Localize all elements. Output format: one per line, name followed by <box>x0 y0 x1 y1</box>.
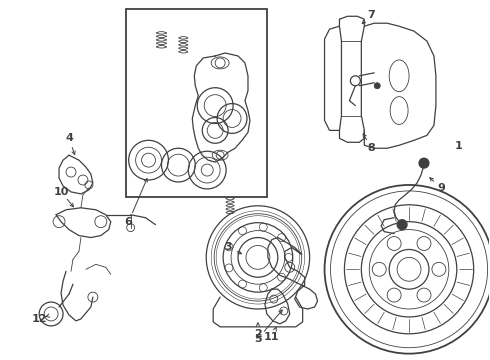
Text: 8: 8 <box>368 143 375 153</box>
Text: 7: 7 <box>368 10 375 20</box>
Circle shape <box>374 83 380 89</box>
Text: 3: 3 <box>224 243 232 252</box>
Text: 6: 6 <box>125 217 133 227</box>
Bar <box>125 9 267 197</box>
Text: 4: 4 <box>65 133 73 143</box>
Text: 11: 11 <box>264 332 280 342</box>
Text: 2: 2 <box>254 329 262 339</box>
Circle shape <box>419 158 429 168</box>
Text: 1: 1 <box>455 141 463 151</box>
Text: 5: 5 <box>254 334 262 344</box>
Text: 10: 10 <box>53 187 69 197</box>
Circle shape <box>397 220 407 230</box>
Text: 9: 9 <box>437 183 445 193</box>
Text: 12: 12 <box>31 314 47 324</box>
